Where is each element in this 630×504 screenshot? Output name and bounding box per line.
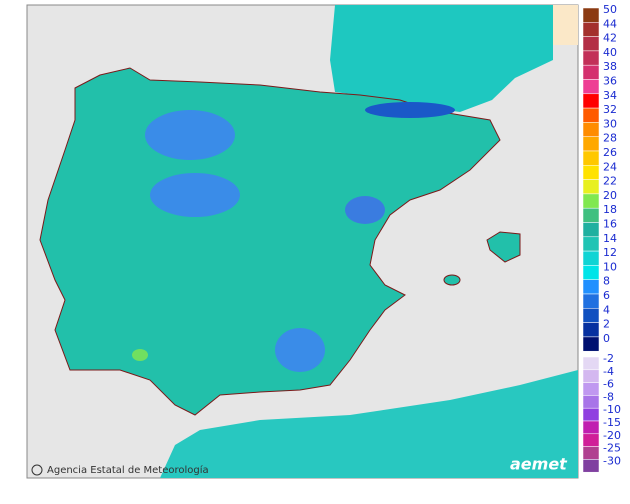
legend-swatch: [582, 356, 600, 371]
legend-swatch: [582, 222, 600, 238]
legend-label: 8: [603, 275, 610, 288]
legend-swatch: [582, 369, 600, 383]
legend-label: 12: [603, 246, 617, 259]
legend-label: 18: [603, 203, 617, 216]
legend-swatch: [582, 22, 600, 37]
legend-label: 42: [603, 32, 617, 45]
legend-swatch: [582, 433, 600, 447]
legend-label: 28: [603, 132, 617, 145]
legend-label: -2: [603, 352, 614, 365]
legend-swatch: [582, 79, 600, 95]
legend-swatch: [582, 293, 600, 309]
legend-label: 2: [603, 318, 610, 331]
legend-label: -30: [603, 454, 621, 467]
legend-swatch: [582, 446, 600, 460]
cold-area: [345, 196, 385, 224]
legend-swatch: [582, 395, 600, 409]
cold-area: [150, 173, 240, 217]
legend-swatch: [582, 122, 600, 137]
africa: [160, 370, 578, 478]
legend-label: 0: [603, 332, 610, 345]
warm-area: [132, 349, 148, 361]
legend-label: -6: [603, 378, 614, 391]
legend-label: -8: [603, 390, 614, 403]
legend-swatch: [582, 250, 600, 266]
legend-label: 34: [603, 89, 617, 102]
credit: Agencia Estatal de Meteorología: [47, 464, 209, 476]
legend-label: 50: [603, 3, 617, 16]
legend-swatch: [582, 165, 600, 180]
legend-swatch: [582, 279, 600, 295]
legend-label: 40: [603, 46, 617, 59]
legend-label: 20: [603, 189, 617, 202]
legend-label: -20: [603, 429, 621, 442]
beige-area: [553, 5, 578, 45]
cold-area: [365, 102, 455, 118]
legend-swatch: [582, 36, 600, 52]
france: [330, 5, 553, 112]
legend-swatch: [582, 308, 600, 323]
legend-swatch: [582, 107, 600, 123]
legend-label: -15: [603, 416, 621, 429]
legend-label: 10: [603, 260, 617, 273]
legend-label: 16: [603, 218, 617, 231]
legend-swatch: [582, 322, 600, 338]
logo: aemet: [510, 455, 568, 474]
legend-label: 38: [603, 60, 617, 73]
legend-label: 14: [603, 232, 617, 245]
legend-label: 26: [603, 146, 617, 159]
mallorca: [486, 231, 521, 263]
legend-label: 4: [603, 303, 610, 316]
legend-label: -10: [603, 403, 621, 416]
legend-label: 32: [603, 103, 617, 116]
legend-swatch: [582, 336, 600, 352]
legend-swatch: [582, 420, 600, 435]
legend-label: 22: [603, 175, 617, 188]
legend-swatch: [582, 236, 600, 252]
copyright-icon: [31, 464, 43, 476]
legend-swatch: [582, 136, 600, 152]
legend-swatch: [582, 7, 600, 23]
legend-label: -25: [603, 442, 621, 455]
legend-swatch: [582, 93, 600, 109]
legend-label: 24: [603, 160, 617, 173]
legend-label: 6: [603, 289, 610, 302]
legend-swatch: [582, 459, 600, 473]
legend-label: 30: [603, 117, 617, 130]
legend-label: 36: [603, 75, 617, 88]
legend-swatch: [582, 407, 600, 422]
legend-label: 44: [603, 17, 617, 30]
legend-swatch: [582, 179, 600, 195]
iberia: [39, 67, 501, 416]
cold-area: [275, 328, 325, 372]
legend-swatch: [582, 382, 600, 396]
legend-swatch: [582, 64, 600, 80]
legend-swatch: [582, 265, 600, 280]
legend-swatch: [582, 150, 600, 166]
legend-label: -4: [603, 365, 614, 378]
ibiza: [443, 274, 461, 286]
legend-swatch: [582, 50, 600, 66]
legend-swatch: [582, 207, 600, 223]
legend-swatch: [582, 193, 600, 209]
cold-area: [145, 110, 235, 160]
